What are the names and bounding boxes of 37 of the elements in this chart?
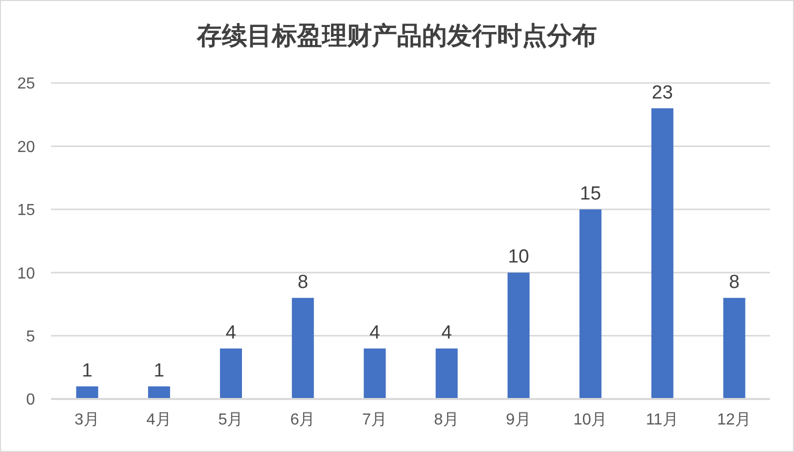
x-tick-label: 12月: [717, 411, 751, 428]
data-label: 23: [652, 82, 673, 104]
y-tick-label: 25: [17, 76, 36, 93]
x-tick-label: 5月: [218, 411, 244, 428]
bar: [723, 298, 746, 399]
y-tick-label: 5: [26, 328, 36, 346]
y-tick-label: 15: [17, 202, 36, 220]
bar: [292, 298, 314, 399]
x-tick-label: 8月: [434, 411, 459, 428]
x-tick-label: 7月: [362, 411, 388, 428]
bar: [76, 386, 98, 399]
data-label: 8: [298, 272, 308, 293]
data-label: 4: [226, 322, 237, 344]
data-label: 4: [369, 322, 380, 344]
data-label: 10: [508, 246, 530, 268]
x-tick-label: 9月: [506, 411, 531, 428]
data-label: 15: [580, 183, 602, 204]
x-tick-label: 4月: [146, 411, 172, 428]
x-tick-label: 6月: [290, 411, 316, 428]
bar: [579, 209, 602, 399]
bar: [436, 348, 458, 399]
bar: [651, 108, 674, 399]
bar: [148, 386, 170, 399]
y-tick-label: 20: [17, 138, 36, 156]
x-tick-label: 11月: [646, 411, 678, 428]
bar: [508, 272, 530, 399]
data-label: 1: [82, 360, 92, 382]
x-tick-label: 10月: [573, 411, 608, 428]
bar: [364, 348, 386, 399]
chart-title: 存续目标盈理财产品的发行时点分布: [196, 21, 598, 52]
x-tick-label: 3月: [74, 411, 100, 428]
bar: [220, 348, 242, 399]
data-label: 8: [728, 272, 740, 293]
data-label: 1: [154, 360, 164, 382]
data-label: 4: [441, 322, 452, 344]
y-tick-label: 10: [17, 265, 36, 282]
y-tick-label: 0: [26, 392, 36, 409]
